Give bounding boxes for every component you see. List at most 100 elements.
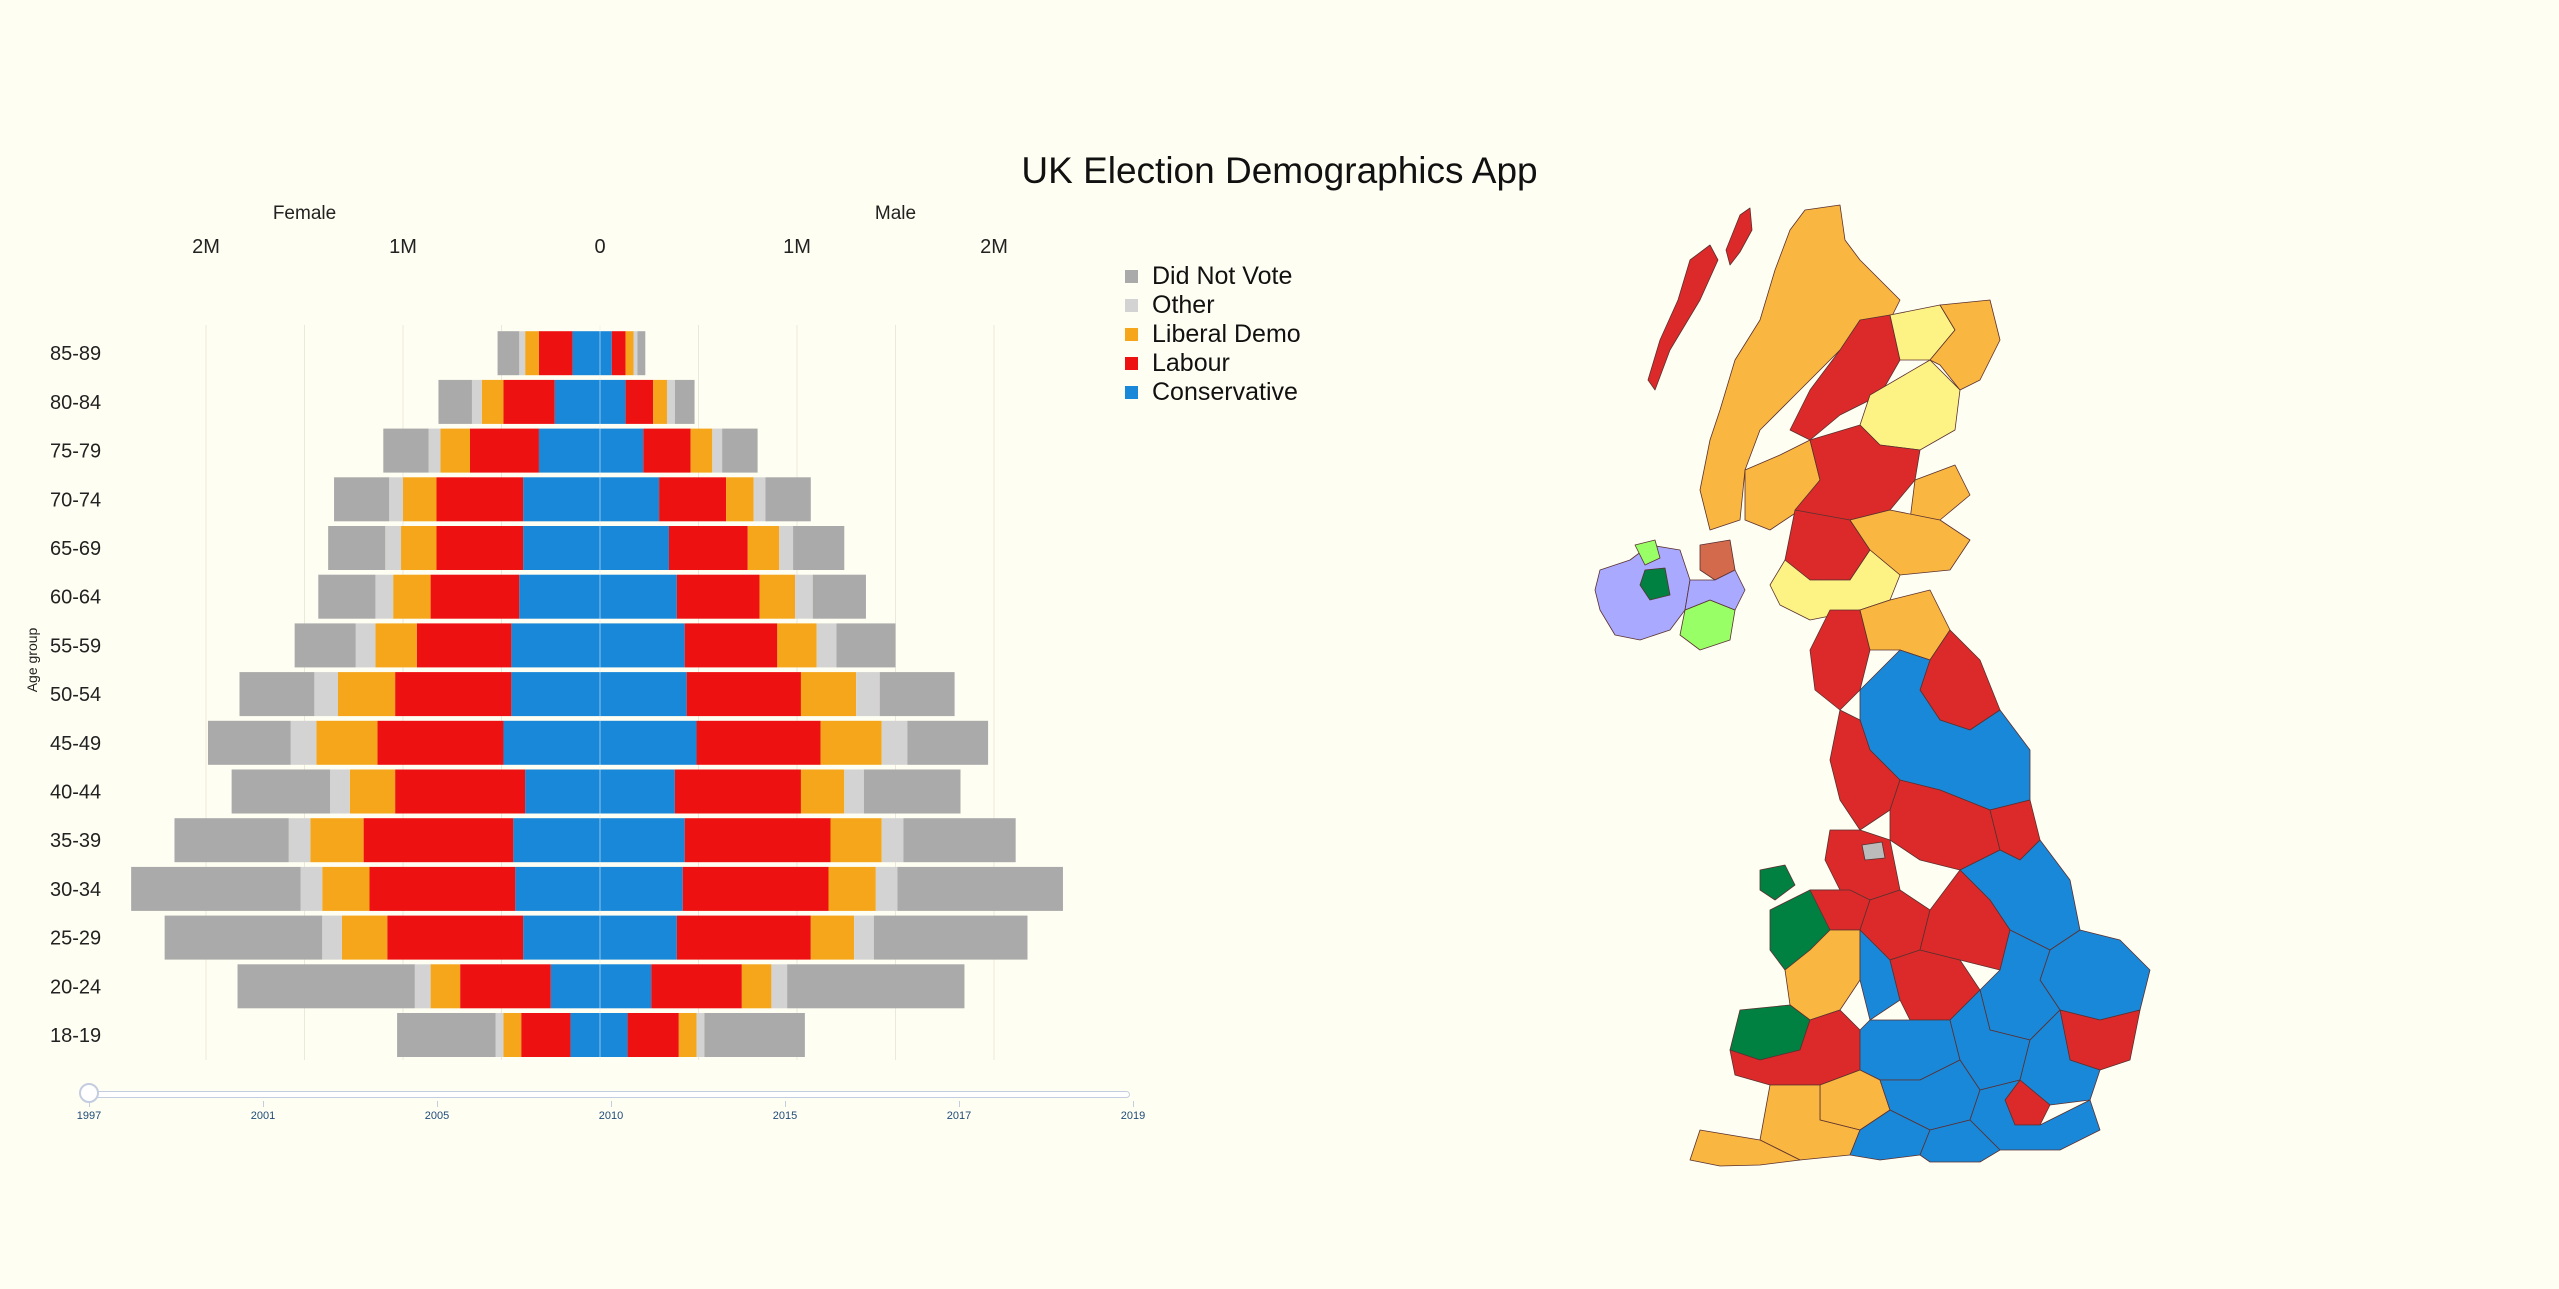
bar-female-did-not-vote <box>318 574 376 619</box>
y-tick-label: 60-64 <box>50 587 101 609</box>
bar-male-conservative <box>600 769 675 814</box>
bar-female-liberal-demo <box>440 428 470 473</box>
map-region-shetland[interactable] <box>1725 207 1753 266</box>
bar-female-did-not-vote <box>438 379 472 424</box>
bar-male-conservative <box>600 1013 628 1057</box>
x-tick-label: 1M <box>783 236 811 258</box>
bar-male-labour <box>674 769 801 814</box>
bar-male-did-not-vote <box>722 428 758 473</box>
slider-mark[interactable]: 2010 <box>581 1101 641 1122</box>
bar-female-other <box>471 379 482 424</box>
map-region-ni-fermanagh[interactable] <box>1639 567 1671 601</box>
slider-mark[interactable]: 1997 <box>59 1101 119 1122</box>
bar-male-other <box>666 379 675 424</box>
bar-female-other <box>330 769 350 814</box>
bar-male-conservative <box>600 574 677 619</box>
map-region-merseyside[interactable] <box>1824 829 1901 901</box>
bar-male-labour <box>684 623 778 668</box>
bar-female-other <box>300 866 323 911</box>
legend-item-liberal-demo[interactable]: Liberal Demo <box>1125 320 1301 349</box>
bar-female-labour <box>363 818 514 863</box>
slider-mark[interactable]: 2019 <box>1103 1101 1163 1122</box>
slider-mark[interactable]: 2017 <box>929 1101 989 1122</box>
y-tick-label: 55-59 <box>50 635 101 657</box>
bar-male-did-not-vote <box>836 623 896 668</box>
bar-male-other <box>696 1013 705 1057</box>
bar-male-other <box>844 769 864 814</box>
bar-male-labour <box>643 428 691 473</box>
legend-item-did-not-vote[interactable]: Did Not Vote <box>1125 262 1301 291</box>
map-region-ni-north[interactable] <box>1634 539 1661 566</box>
slider-mark[interactable]: 2015 <box>755 1101 815 1122</box>
bar-male-did-not-vote <box>879 672 955 717</box>
bar-male-labour <box>696 720 821 765</box>
legend-label: Liberal Demo <box>1152 320 1301 348</box>
map-region-highlands[interactable] <box>1699 204 1901 531</box>
bar-male-liberal-demo <box>726 477 754 522</box>
map-region-shropshire[interactable] <box>1859 929 1901 1021</box>
x-tick-label: 1M <box>389 236 417 258</box>
y-axis-title: Age group <box>24 627 40 692</box>
map-region-cornwall[interactable] <box>1689 1129 1801 1167</box>
map-region-outer-hebrides[interactable] <box>1647 244 1719 391</box>
uk-constituency-map[interactable] <box>1560 190 2280 1170</box>
bar-female-liberal-demo <box>322 866 370 911</box>
bar-male-liberal-demo <box>678 1013 697 1057</box>
bar-female-did-not-vote <box>334 477 390 522</box>
bar-female-liberal-demo <box>525 331 539 376</box>
slider-mark[interactable]: 2005 <box>407 1101 467 1122</box>
y-tick-label: 65-69 <box>50 538 101 560</box>
bar-female-liberal-demo <box>430 964 461 1009</box>
bar-female-labour <box>521 1013 571 1057</box>
x-axis-label-male: Male <box>875 203 916 224</box>
bar-female-liberal-demo <box>481 379 504 424</box>
legend-item-other[interactable]: Other <box>1125 291 1301 320</box>
legend-label: Other <box>1152 291 1215 319</box>
bar-male-labour <box>668 526 748 570</box>
bar-female-conservative <box>519 574 600 619</box>
bar-male-liberal-demo <box>828 866 876 911</box>
bar-female-liberal-demo <box>401 526 437 570</box>
bar-female-conservative <box>538 428 600 473</box>
bar-male-conservative <box>600 720 697 765</box>
bar-male-liberal-demo <box>625 331 634 376</box>
y-tick-label: 18-19 <box>50 1025 101 1047</box>
y-tick-label: 80-84 <box>50 392 101 414</box>
bar-male-other <box>753 477 766 522</box>
y-tick-label: 20-24 <box>50 976 101 998</box>
slider-rail[interactable] <box>88 1091 1130 1098</box>
map-region-borders[interactable] <box>1849 509 1971 576</box>
year-slider[interactable]: 1997 2001 2005 2010 2015 2017 2019 <box>70 1080 1150 1140</box>
bar-female-other <box>290 720 317 765</box>
legend-item-labour[interactable]: Labour <box>1125 349 1301 378</box>
map-region-hampshire[interactable] <box>1919 1119 2001 1163</box>
legend-swatch <box>1125 299 1138 312</box>
y-tick-label: 40-44 <box>50 782 101 804</box>
y-tick-label: 75-79 <box>50 441 101 463</box>
bar-male-liberal-demo <box>810 915 855 960</box>
bar-female-did-not-vote <box>294 623 356 668</box>
slider-handle[interactable] <box>79 1083 99 1103</box>
legend-item-conservative[interactable]: Conservative <box>1125 378 1301 407</box>
bar-female-labour <box>395 769 526 814</box>
slider-mark[interactable]: 2001 <box>233 1101 293 1122</box>
y-tick-label: 70-74 <box>50 489 101 511</box>
bar-male-conservative <box>600 477 660 522</box>
map-region-anglesey[interactable] <box>1759 864 1796 901</box>
bar-female-did-not-vote <box>397 1013 496 1057</box>
bar-female-did-not-vote <box>497 331 520 376</box>
bar-female-conservative <box>503 720 600 765</box>
bar-female-conservative <box>525 769 600 814</box>
map-region-ni-antrim[interactable] <box>1684 569 1746 611</box>
bar-male-did-not-vote <box>787 964 965 1009</box>
bar-male-did-not-vote <box>863 769 961 814</box>
bar-female-other <box>495 1013 504 1057</box>
bar-female-labour <box>377 720 504 765</box>
map-region-manchester-other[interactable] <box>1861 841 1886 861</box>
bar-male-conservative <box>600 623 685 668</box>
legend-label: Conservative <box>1152 378 1298 406</box>
map-region-lothians[interactable] <box>1909 464 1971 521</box>
bar-female-labour <box>469 428 539 473</box>
bar-female-did-not-vote <box>174 818 289 863</box>
app-title: UK Election Demographics App <box>1021 150 1538 191</box>
